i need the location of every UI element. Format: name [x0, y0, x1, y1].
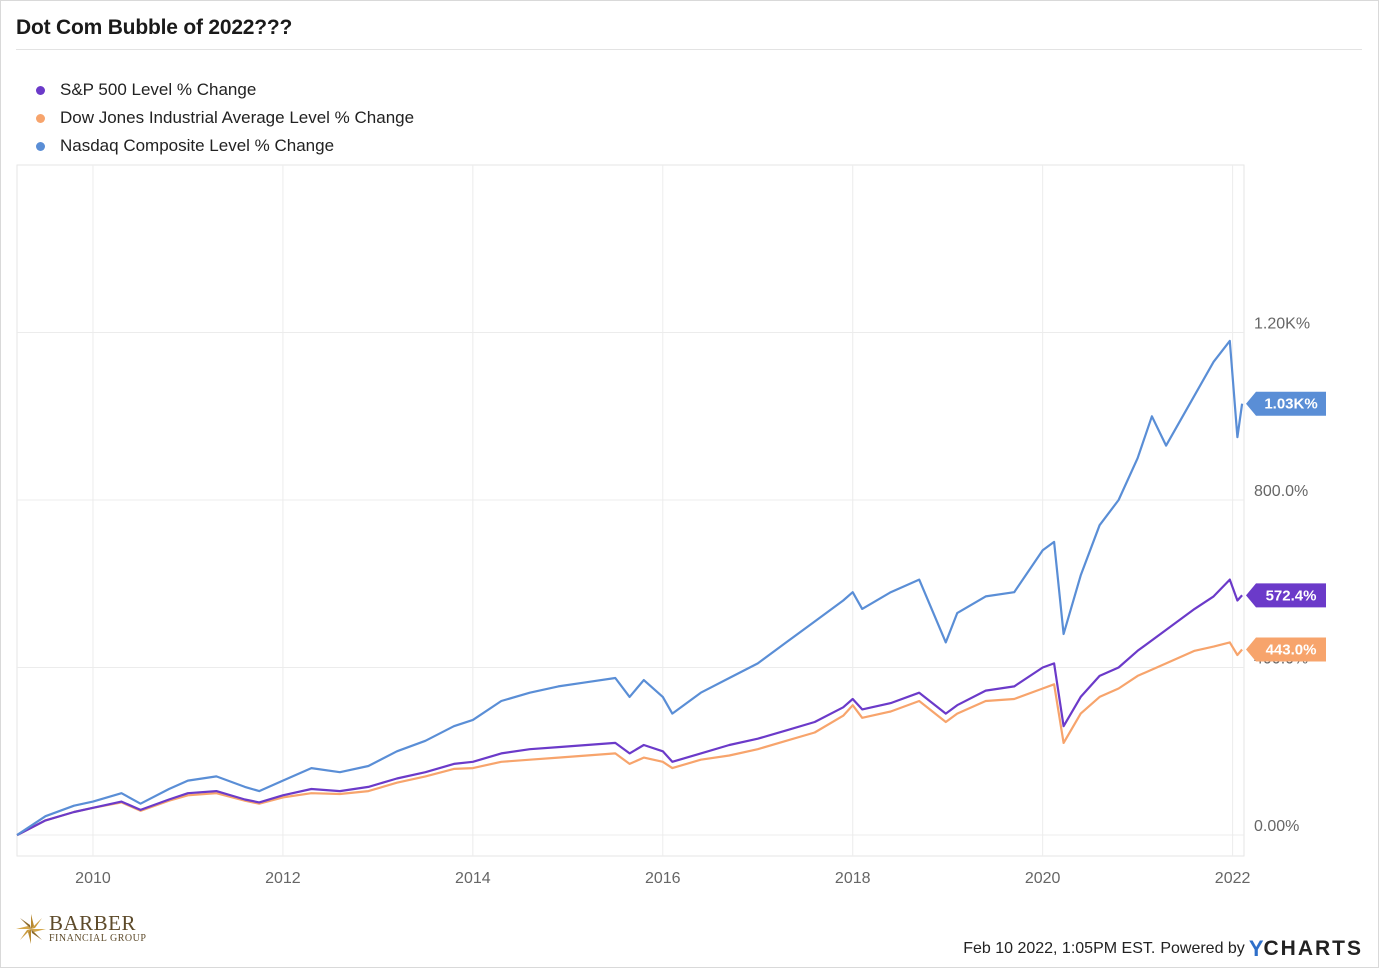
- end-label-badge-0: [1246, 583, 1326, 608]
- pinwheel-logo-icon: [16, 913, 46, 944]
- x-tick-label-2018: 2018: [835, 870, 871, 887]
- title-divider: [16, 49, 1362, 50]
- series-line-1: [16, 641, 1243, 837]
- end-label-text-2: 1.03K%: [1264, 396, 1317, 413]
- footer-timestamp: Feb 10 2022, 1:05PM EST.: [963, 940, 1156, 957]
- y-tick-label-0: 0.00%: [1254, 818, 1299, 835]
- legend-dot-nasdaq: [36, 141, 45, 151]
- legend-label-sp500: S&P 500 Level % Change: [60, 80, 257, 99]
- end-label-text-1: 443.0%: [1266, 642, 1317, 659]
- legend-label-nasdaq: Nasdaq Composite Level % Change: [60, 136, 335, 155]
- end-label-badge-1: [1246, 637, 1326, 662]
- barber-logo: BARBER FINANCIAL GROUP: [16, 913, 146, 944]
- x-tick-label-2012: 2012: [265, 870, 301, 887]
- legend-item-sp500[interactable]: S&P 500 Level % Change: [36, 76, 414, 104]
- legend: S&P 500 Level % Change Dow Jones Industr…: [36, 76, 414, 160]
- ycharts-logo-y[interactable]: Y: [1248, 936, 1264, 961]
- x-tick-label-2010: 2010: [75, 870, 111, 887]
- y-tick-label-2: 800.0%: [1254, 483, 1308, 500]
- y-tick-label-3: 1.20K%: [1254, 316, 1310, 333]
- x-tick-label-2020: 2020: [1025, 870, 1061, 887]
- end-label-badge-2: [1246, 391, 1326, 416]
- legend-item-dow[interactable]: Dow Jones Industrial Average Level % Cha…: [36, 104, 414, 132]
- series-line-0: [16, 578, 1243, 837]
- legend-dot-dow: [36, 113, 45, 123]
- legend-dot-sp500: [36, 85, 45, 95]
- footer-powered-by: Powered by: [1160, 940, 1245, 957]
- series-line-2: [16, 339, 1244, 837]
- footer: Feb 10 2022, 1:05PM EST. Powered by Y CH…: [963, 936, 1363, 962]
- chart-title: Dot Com Bubble of 2022???: [16, 16, 293, 39]
- ycharts-logo-text[interactable]: CHARTS: [1263, 937, 1363, 960]
- legend-label-dow: Dow Jones Industrial Average Level % Cha…: [60, 108, 415, 127]
- logo-sub-text: FINANCIAL GROUP: [49, 933, 147, 944]
- x-tick-label-2022: 2022: [1215, 870, 1251, 887]
- end-label-text-0: 572.4%: [1266, 587, 1317, 604]
- logo-main-text: BARBER: [49, 911, 137, 935]
- legend-item-nasdaq[interactable]: Nasdaq Composite Level % Change: [36, 132, 414, 160]
- plot-area: [16, 164, 1245, 857]
- x-tick-label-2014: 2014: [455, 870, 491, 887]
- x-tick-label-2016: 2016: [645, 870, 681, 887]
